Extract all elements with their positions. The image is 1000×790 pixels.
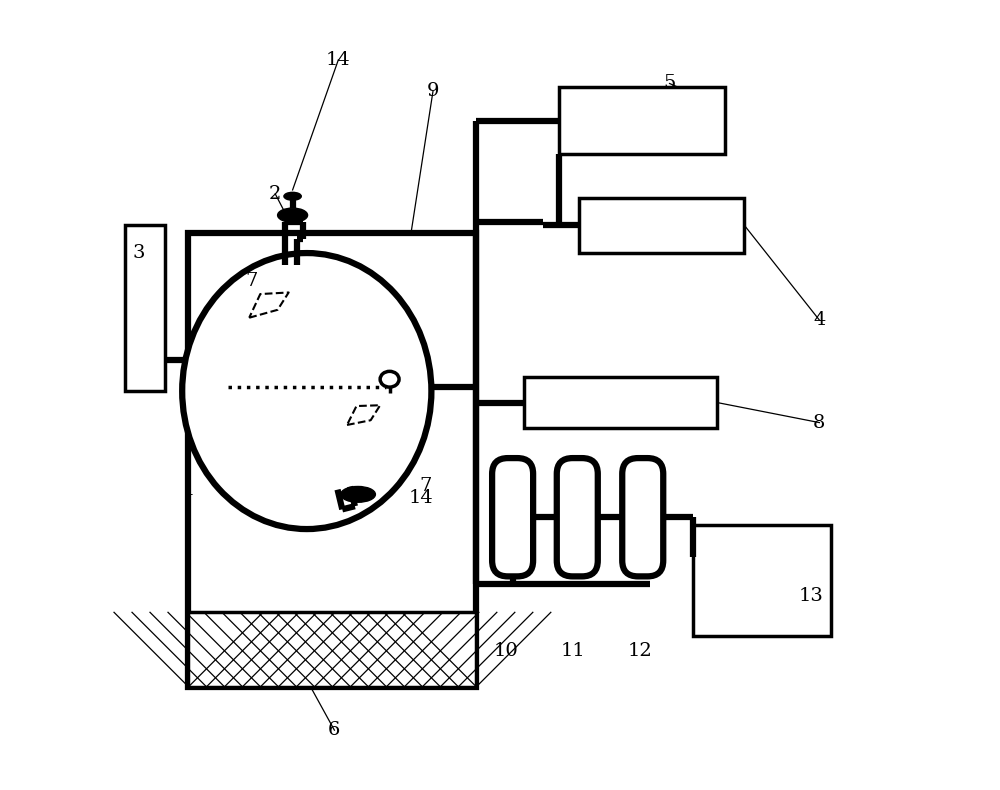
Ellipse shape: [380, 371, 399, 387]
Text: 3: 3: [133, 244, 145, 262]
Ellipse shape: [182, 253, 431, 529]
Bar: [693, 525, 831, 635]
Bar: [188, 612, 476, 687]
Text: 10: 10: [494, 642, 519, 660]
Text: 4: 4: [813, 311, 826, 329]
Bar: [524, 377, 717, 428]
Text: 12: 12: [628, 642, 653, 660]
Text: 14: 14: [409, 488, 434, 506]
FancyBboxPatch shape: [492, 458, 533, 577]
Text: 5: 5: [663, 74, 676, 92]
Bar: [579, 198, 744, 253]
Bar: [559, 88, 725, 155]
Text: 1: 1: [182, 480, 195, 498]
Text: 8: 8: [813, 414, 826, 431]
Text: 7: 7: [245, 272, 258, 290]
Text: 14: 14: [326, 51, 351, 69]
Ellipse shape: [341, 487, 375, 502]
Text: 2: 2: [269, 185, 281, 203]
Ellipse shape: [284, 192, 301, 200]
Text: 7: 7: [419, 476, 431, 495]
Text: 11: 11: [561, 642, 586, 660]
FancyBboxPatch shape: [622, 458, 663, 577]
Bar: [125, 225, 165, 391]
Ellipse shape: [278, 208, 308, 222]
Bar: [188, 233, 476, 687]
Text: 13: 13: [799, 587, 824, 605]
FancyBboxPatch shape: [557, 458, 598, 577]
Text: 9: 9: [427, 82, 439, 100]
Text: 6: 6: [328, 721, 341, 739]
